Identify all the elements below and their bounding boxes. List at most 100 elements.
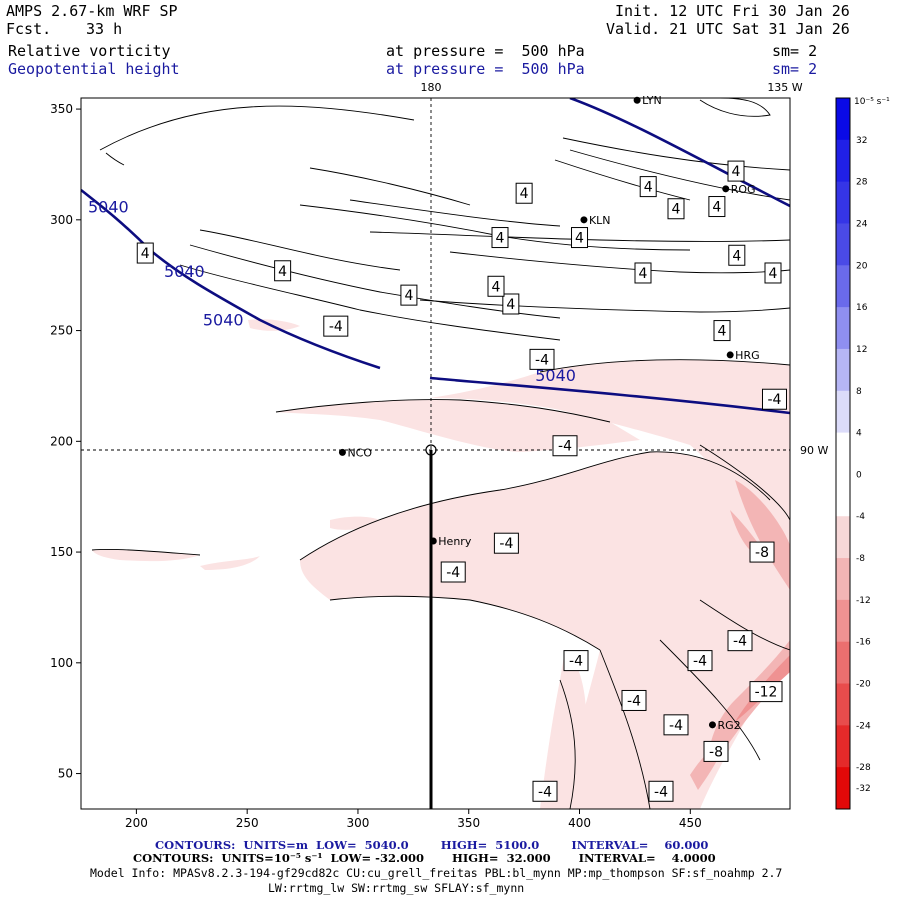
svg-text:4: 4 xyxy=(712,200,721,216)
colorbar: 32 28 24 20 16 12 8 4 0 -4 -8 -12 -16 -20 -24 -28 -32 10⁻… xyxy=(835,97,890,810)
svg-text:HRG: HRG xyxy=(735,349,759,362)
field2-name: Geopotential height xyxy=(8,60,180,78)
right-label-90w: 90 W xyxy=(800,444,828,457)
top-label-180: 180 xyxy=(421,81,442,94)
station-nco: NCO xyxy=(338,446,372,459)
station-rg2: RG2 xyxy=(708,719,741,732)
svg-text:KLN: KLN xyxy=(589,214,611,227)
svg-text:RG2: RG2 xyxy=(717,719,740,732)
colorbar-tick-label: 12 xyxy=(856,345,867,355)
pressure2: at pressure = 500 hPa xyxy=(386,60,585,78)
vorticity-label: 4 xyxy=(487,275,505,297)
svg-text:-4: -4 xyxy=(669,718,683,734)
x-tick-label: 300 xyxy=(347,816,370,830)
colorbar-segment xyxy=(836,725,850,768)
vorticity-label: -4 xyxy=(727,630,753,652)
valid-time: Valid. 21 UTC Sat 31 Jan 26 xyxy=(606,20,850,38)
height-contours xyxy=(81,98,790,415)
vorticity-label: 4 xyxy=(728,244,746,266)
vorticity-label: -4 xyxy=(440,561,466,583)
x-tick-label: 350 xyxy=(457,816,480,830)
footer-line1: CONTOURS: UNITS=m LOW= 5040.0 HIGH= 5100… xyxy=(155,838,709,852)
colorbar-tick-label: -24 xyxy=(856,721,871,731)
footer-line2: CONTOURS: UNITS=10⁻⁵ s⁻¹ LOW= -32.000 HI… xyxy=(133,851,716,865)
fcst-label: Fcst. xyxy=(6,20,52,38)
vorticity-label: 4 xyxy=(571,227,589,249)
height-label: 5040 xyxy=(535,366,576,385)
svg-text:4: 4 xyxy=(492,279,501,295)
svg-text:-4: -4 xyxy=(654,784,668,800)
vorticity-label: 4 xyxy=(502,293,520,315)
init-time: Init. 12 UTC Fri 30 Jan 26 xyxy=(615,2,850,20)
station-lyn: LYN xyxy=(633,94,662,107)
colorbar-tick-label: 32 xyxy=(856,136,867,146)
svg-text:4: 4 xyxy=(520,186,529,202)
svg-text:4: 4 xyxy=(141,246,150,262)
colorbar-tick-label: -20 xyxy=(856,680,871,690)
pressure1: at pressure = 500 hPa xyxy=(386,42,585,60)
svg-text:NCO: NCO xyxy=(347,446,372,459)
colorbar-tick-label: -16 xyxy=(856,638,871,648)
svg-text:-4: -4 xyxy=(329,319,343,335)
colorbar-segment xyxy=(836,432,850,475)
svg-text:-4: -4 xyxy=(558,439,572,455)
y-tick-label: 250 xyxy=(50,324,73,338)
footer-line3: Model Info: MPASv8.2.3-194-gf29cd82c CU:… xyxy=(90,866,783,880)
vorticity-label: 4 xyxy=(136,242,154,264)
colorbar-units: 10⁻⁵ s⁻¹ xyxy=(854,97,890,107)
colorbar-segment xyxy=(836,474,850,517)
svg-text:4: 4 xyxy=(644,180,653,196)
colorbar-frame xyxy=(835,97,851,810)
colorbar-segment xyxy=(836,683,850,726)
height-label: 5040 xyxy=(164,262,205,281)
x-tick-label: 400 xyxy=(568,816,591,830)
svg-text:-4: -4 xyxy=(446,565,460,581)
fcst-value: 33 h xyxy=(86,20,123,38)
svg-text:4: 4 xyxy=(732,164,741,180)
vorticity-label: 4 xyxy=(764,262,782,284)
svg-text:Henry: Henry xyxy=(438,535,472,548)
station-hrg: HRG xyxy=(726,349,760,362)
colorbar-tick-label: 8 xyxy=(856,387,862,397)
colorbar-tick-label: -12 xyxy=(856,596,871,606)
vorticity-label: -8 xyxy=(703,740,729,762)
y-tick-label: 200 xyxy=(50,434,73,448)
colorbar-segment xyxy=(836,348,850,392)
colorbar-tick-label: 0 xyxy=(856,470,862,480)
vorticity-label: -4 xyxy=(621,689,647,711)
vorticity-label: -4 xyxy=(761,388,787,410)
vorticity-label: 4 xyxy=(491,227,509,249)
vorticity-label: 4 xyxy=(515,182,533,204)
svg-text:LYN: LYN xyxy=(642,94,662,107)
plot-frame xyxy=(80,97,791,810)
smooth1: sm= 2 xyxy=(772,42,818,60)
svg-text:-4: -4 xyxy=(569,654,583,670)
vorticity-label: 4 xyxy=(667,198,685,220)
svg-text:-4: -4 xyxy=(627,693,641,709)
vorticity-label: -12 xyxy=(749,681,783,703)
svg-text:4: 4 xyxy=(672,202,681,218)
smooth2: sm= 2 xyxy=(772,60,818,78)
vorticity-label: -8 xyxy=(749,541,775,563)
stations: LYN ROG KLN HRG NCO Henry RG2 xyxy=(338,94,760,732)
colorbar-segment xyxy=(836,307,850,350)
colorbar-segment xyxy=(836,599,850,643)
colorbar-segment xyxy=(836,98,850,141)
vorticity-label: 4 xyxy=(400,284,418,306)
vorticity-label: -4 xyxy=(663,714,689,736)
colorbar-segment xyxy=(836,516,850,559)
station-henry: Henry xyxy=(429,535,472,548)
svg-text:4: 4 xyxy=(575,231,584,247)
field1-name: Relative vorticity xyxy=(8,42,171,60)
svg-text:4: 4 xyxy=(404,288,413,304)
vorticity-contours xyxy=(91,98,790,809)
vorticity-label: 4 xyxy=(639,176,657,198)
x-tick-label: 450 xyxy=(679,816,702,830)
height-label: 5040 xyxy=(88,198,129,217)
y-tick-label: 100 xyxy=(50,656,73,670)
svg-text:ROG: ROG xyxy=(731,183,756,196)
svg-text:-4: -4 xyxy=(693,654,707,670)
colorbar-tick-label: -32 xyxy=(856,784,871,794)
svg-text:-12: -12 xyxy=(755,685,778,701)
